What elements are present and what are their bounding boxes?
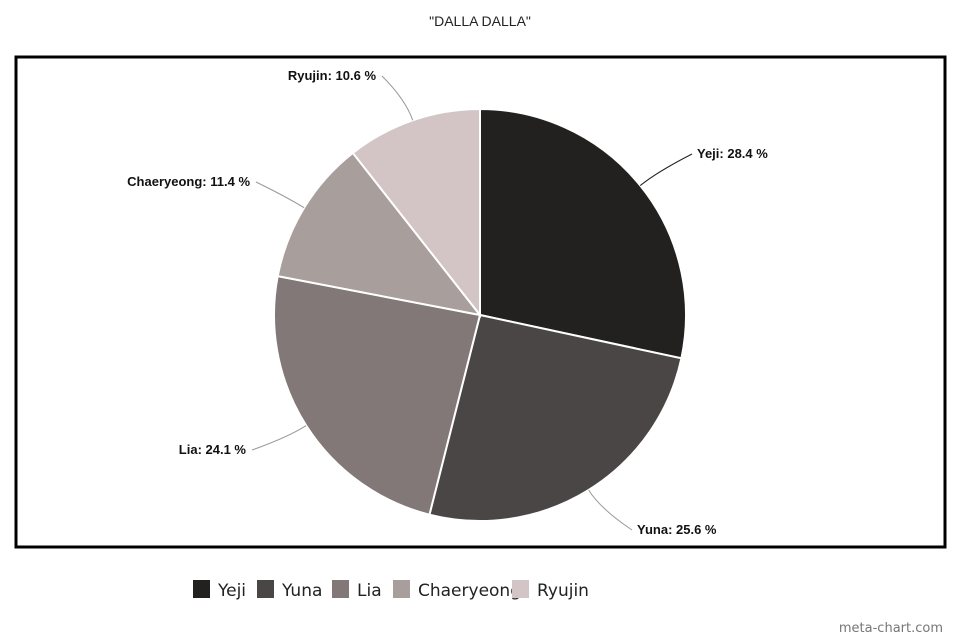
leader-line-yuna <box>588 489 633 531</box>
legend-item-yuna[interactable]: Yuna <box>257 580 322 601</box>
legend-item-yeji[interactable]: Yeji <box>193 580 246 601</box>
legend-swatch <box>332 580 349 598</box>
data-label-yuna: Yuna: 25.6 % <box>637 522 717 537</box>
leader-line-lia <box>251 425 307 451</box>
leader-line-yeji <box>639 153 693 186</box>
legend-label: Chaeryeong <box>418 581 521 601</box>
data-label-chaeryeong: Chaeryeong: 11.4 % <box>127 174 250 189</box>
legend-swatch <box>393 580 410 598</box>
legend-label: Yeji <box>217 581 246 601</box>
data-label-yeji: Yeji: 28.4 % <box>697 146 768 161</box>
legend-swatch <box>257 580 274 598</box>
legend-item-lia[interactable]: Lia <box>332 580 382 601</box>
legend-label: Lia <box>357 581 382 601</box>
legend-item-ryujin[interactable]: Ryujin <box>512 580 589 601</box>
legend-item-chaeryeong[interactable]: Chaeryeong <box>393 580 521 601</box>
legend-label: Yuna <box>281 581 322 601</box>
legend-label: Ryujin <box>537 581 589 601</box>
data-label-lia: Lia: 24.1 % <box>179 442 247 457</box>
legend-swatch <box>193 580 210 598</box>
leader-line-ryujin <box>381 75 414 121</box>
pie-slice-yeji[interactable] <box>479 107 687 360</box>
leader-line-chaeryeong <box>255 181 305 209</box>
pie-slice-ryujin[interactable] <box>351 107 481 318</box>
data-label-ryujin: Ryujin: 10.6 % <box>288 68 377 83</box>
chart-title: "DALLA DALLA" <box>429 13 531 29</box>
watermark: meta-chart.com <box>839 621 943 636</box>
pie-slice-chaeryeong[interactable] <box>276 151 483 317</box>
pie-slice-lia[interactable] <box>273 274 482 516</box>
legend-swatch <box>512 580 529 598</box>
